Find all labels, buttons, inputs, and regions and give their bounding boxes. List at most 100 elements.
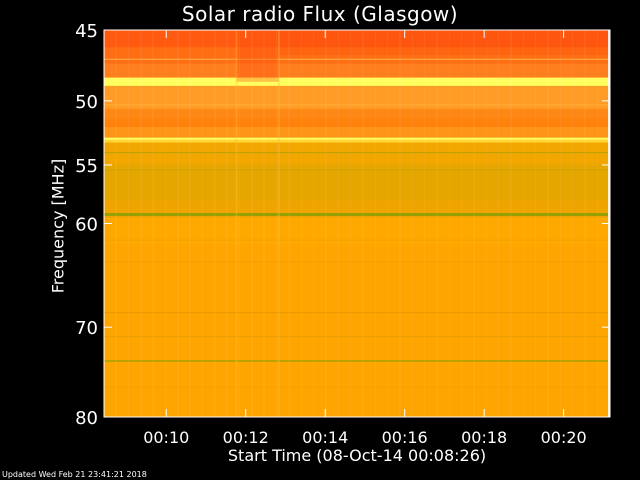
- striation-10: [474, 30, 475, 417]
- x-axis-label: Start Time (08-Oct-14 00:08:26): [227, 446, 487, 465]
- striation-23: [449, 30, 450, 417]
- striation-52: [510, 30, 511, 417]
- striation-31: [239, 30, 240, 417]
- striation-39: [535, 30, 536, 417]
- x-tick-label-5: 00:20: [541, 428, 587, 447]
- striation-13: [585, 30, 586, 417]
- x-tick-label-1: 00:12: [223, 428, 269, 447]
- striation-5: [289, 30, 290, 417]
- striation-24: [486, 30, 487, 417]
- striation-17: [227, 30, 228, 417]
- line-11: [104, 359, 610, 362]
- striation-36: [424, 30, 425, 417]
- striation-42: [140, 30, 141, 417]
- striation-22: [412, 30, 413, 417]
- heatmap-area: [104, 30, 610, 417]
- band-2: [104, 63, 610, 78]
- segment-edge-1: [235, 30, 238, 417]
- striation-57: [189, 30, 190, 417]
- y-tick-label-0: 45: [75, 21, 98, 42]
- y-tick-label-5: 80: [75, 408, 98, 429]
- line-4: [104, 152, 610, 154]
- striation-4: [252, 30, 253, 417]
- striation-29: [165, 30, 166, 417]
- striation-37: [461, 30, 462, 417]
- band-6: [104, 118, 610, 128]
- band-4: [104, 85, 610, 109]
- y-tick-label-2: 55: [75, 156, 98, 177]
- striation-11: [511, 30, 512, 417]
- chart-title: Solar radio Flux (Glasgow): [181, 2, 459, 26]
- line-7: [104, 239, 610, 241]
- y-tick-label-1: 50: [75, 92, 98, 113]
- striation-28: [128, 30, 129, 417]
- ticks: 45 50 55 60 70 80 00:10 00:12 00:14 00:16 00:18 00:…: [75, 21, 610, 447]
- striation-55: [115, 30, 116, 417]
- line-6: [104, 212, 610, 216]
- striation-8: [400, 30, 401, 417]
- line-8: [104, 261, 610, 263]
- striation-1: [141, 30, 142, 417]
- line-12: [104, 386, 610, 388]
- segment-shift-2: [278, 30, 610, 55]
- striation-9: [437, 30, 438, 417]
- striation-35: [387, 30, 388, 417]
- line-0: [104, 58, 610, 60]
- line-1: [104, 80, 610, 83]
- striation-47: [325, 30, 326, 417]
- striation-14: [116, 30, 117, 417]
- striation-40: [572, 30, 573, 417]
- striation-20: [338, 30, 339, 417]
- band-9: [104, 142, 610, 165]
- x-tick-label-2: 00:14: [302, 428, 348, 447]
- striation-16: [190, 30, 191, 417]
- striation-58: [226, 30, 227, 417]
- line-2: [104, 104, 610, 106]
- striation-15: [153, 30, 154, 417]
- striation-30: [202, 30, 203, 417]
- line-9: [104, 312, 610, 314]
- striation-18: [264, 30, 265, 417]
- striation-54: [584, 30, 585, 417]
- striation-19: [301, 30, 302, 417]
- striation-34: [350, 30, 351, 417]
- striation-38: [498, 30, 499, 417]
- striation-26: [560, 30, 561, 417]
- band-10: [104, 164, 610, 201]
- striation-2: [178, 30, 179, 417]
- striation-53: [547, 30, 548, 417]
- striation-25: [523, 30, 524, 417]
- striation-3: [215, 30, 216, 417]
- y-axis-label: Frequency [MHz]: [48, 158, 68, 294]
- striation-32: [276, 30, 277, 417]
- striation-46: [288, 30, 289, 417]
- line-10: [104, 336, 610, 338]
- band-7: [104, 127, 610, 138]
- x-tick-label-3: 00:16: [382, 428, 428, 447]
- striation-44: [214, 30, 215, 417]
- striation-7: [363, 30, 364, 417]
- segment-edge-2: [277, 30, 280, 417]
- striation-56: [152, 30, 153, 417]
- updated-timestamp: Updated Wed Feb 21 23:41:21 2018: [2, 470, 147, 479]
- striation-27: [597, 30, 598, 417]
- y-tick-label-4: 70: [75, 318, 98, 339]
- striation-33: [313, 30, 314, 417]
- band-12: [104, 217, 610, 246]
- striation-50: [436, 30, 437, 417]
- striation-43: [177, 30, 178, 417]
- striation-51: [473, 30, 474, 417]
- y-tick-label-3: 60: [75, 215, 98, 236]
- striation-48: [362, 30, 363, 417]
- striation-21: [375, 30, 376, 417]
- striation-12: [548, 30, 549, 417]
- striation-59: [263, 30, 264, 417]
- band-5: [104, 108, 610, 119]
- band-0: [104, 30, 610, 48]
- striation-6: [326, 30, 327, 417]
- line-5: [104, 169, 610, 171]
- striation-49: [399, 30, 400, 417]
- segment-shift-1: [236, 30, 279, 82]
- x-tick-label-4: 00:18: [461, 428, 507, 447]
